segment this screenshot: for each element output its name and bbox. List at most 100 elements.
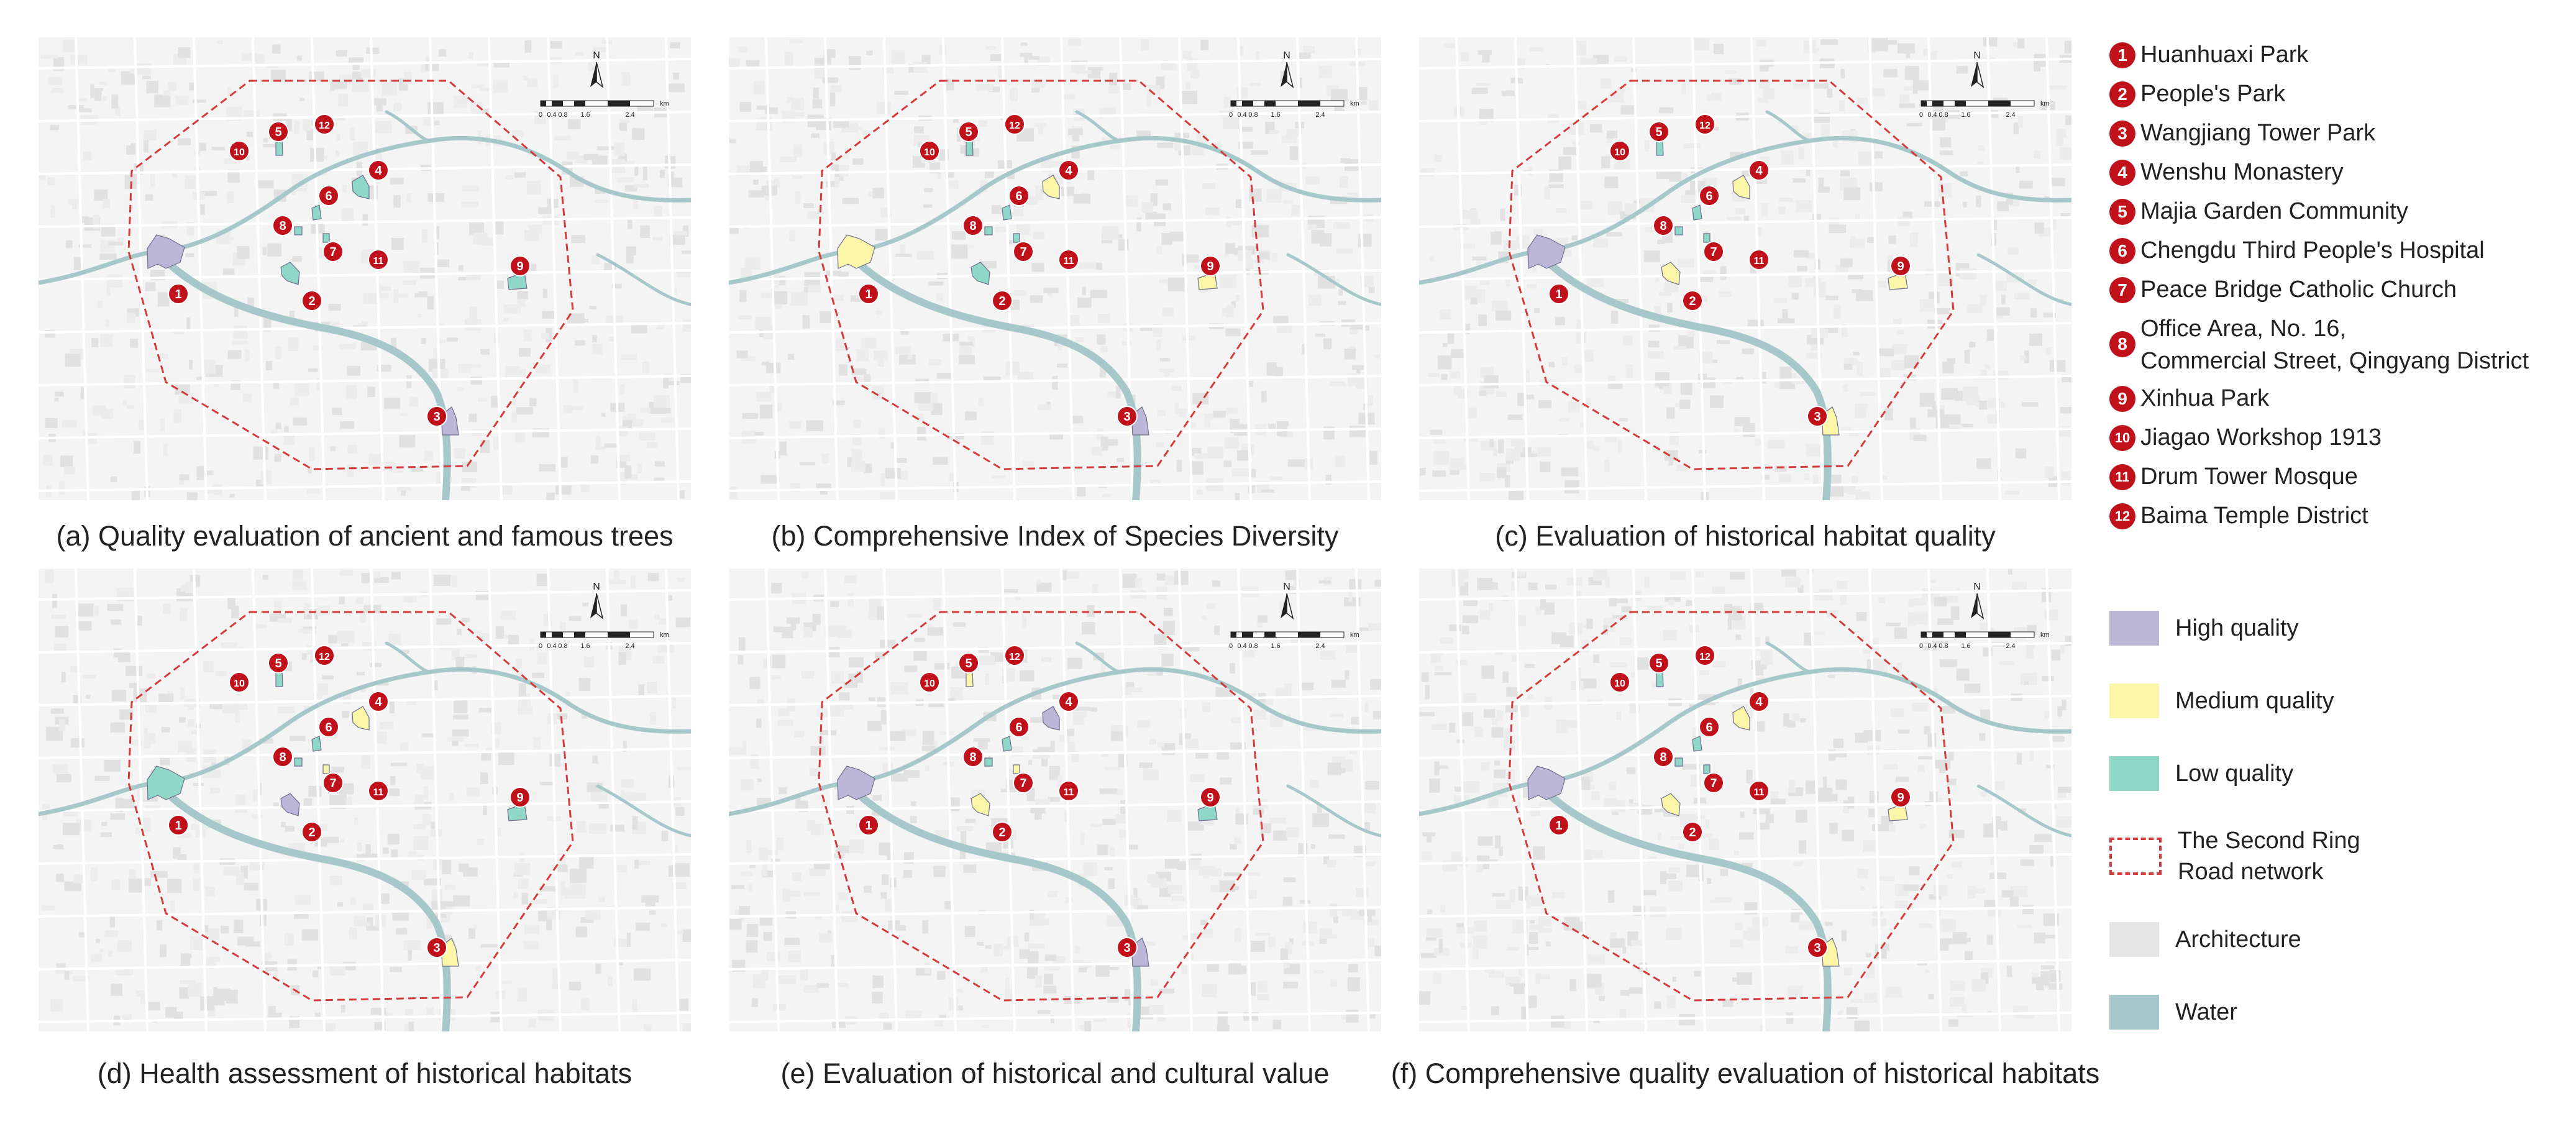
site-marker-5: 5 — [1648, 652, 1669, 674]
site-marker-6: 6 — [318, 185, 339, 206]
site-marker-number: 12 — [1009, 652, 1020, 662]
site-marker-number: 12 — [1699, 652, 1710, 662]
caption-a: (a) Quality evaluation of ancient and fa… — [56, 520, 674, 552]
legend-site-2: 2 People's Park — [2109, 78, 2529, 117]
caption-f: (f) Comprehensive quality evaluation of … — [1391, 1058, 2100, 1089]
site-marker-3: 3 — [1117, 406, 1138, 427]
site-marker-number: 7 — [1020, 777, 1026, 790]
legend-site-name: Baima Temple District — [2140, 503, 2368, 529]
site-polygons — [837, 670, 1218, 967]
site-marker-11: 11 — [1748, 249, 1770, 270]
site-marker-10: 10 — [1609, 140, 1630, 162]
site-marker-number: 4 — [1065, 695, 1072, 709]
legend-water: Water — [2109, 976, 2360, 1048]
scale-label: 0.8 — [1939, 642, 1948, 650]
site-marker-12: 12 — [314, 645, 335, 666]
site-marker-6: 6 — [1008, 716, 1030, 738]
site-marker-9: 9 — [509, 787, 531, 808]
marker-badge: 2 — [2109, 81, 2135, 107]
site-marker-number: 6 — [325, 190, 332, 203]
site-polygon-8 — [294, 757, 303, 767]
caption-d: (d) Health assessment of historical habi… — [97, 1058, 633, 1089]
site-marker-number: 1 — [175, 819, 181, 833]
site-marker-2: 2 — [992, 290, 1013, 311]
water-swatch — [2109, 994, 2159, 1030]
site-marker-7: 7 — [1703, 241, 1724, 262]
legend-road: The Second Ring Road network — [2109, 810, 2360, 903]
scale-unit: km — [2040, 631, 2050, 639]
legend-site-name: Huanhuaxi Park — [2140, 42, 2309, 68]
north-label: N — [593, 50, 600, 61]
site-marker-number: 3 — [1814, 941, 1820, 955]
site-marker-number: 5 — [275, 657, 281, 670]
scale-label: 0 — [539, 642, 542, 650]
site-marker-2: 2 — [301, 290, 322, 311]
site-marker-number: 7 — [329, 777, 336, 790]
site-marker-11: 11 — [1748, 780, 1770, 802]
legend-site-name-line2: Commercial Street, Qingyang District — [2140, 348, 2529, 374]
site-polygon-2 — [971, 262, 990, 285]
site-marker-number: 4 — [1755, 695, 1763, 709]
site-marker-5: 5 — [268, 121, 289, 142]
north-arrow: N — [590, 582, 604, 619]
site-marker-number: 8 — [969, 751, 976, 764]
site-polygon-6 — [311, 736, 322, 752]
scale-label: 0.4 — [1237, 642, 1246, 650]
site-marker-6: 6 — [318, 716, 339, 738]
site-marker-number: 10 — [234, 147, 245, 158]
scale-label: 0 — [1919, 111, 1923, 119]
site-marker-11: 11 — [368, 249, 389, 270]
legend-site-12: 12 Baima Temple District — [2109, 500, 2529, 539]
site-marker-3: 3 — [1117, 937, 1138, 958]
site-marker-12: 12 — [1694, 645, 1715, 666]
site-marker-number: 9 — [516, 791, 523, 805]
site-marker-number: 5 — [965, 657, 972, 670]
site-marker-12: 12 — [1694, 114, 1715, 135]
site-marker-1: 1 — [168, 815, 189, 836]
site-marker-3: 3 — [426, 937, 447, 958]
site-marker-4: 4 — [368, 160, 389, 181]
scale-bar: 0 0.4 0.8 1.6 2.4 km — [1229, 100, 1359, 119]
second-ring-road — [127, 80, 574, 470]
legend-site-4: 4 Wenshu Monastery — [2109, 156, 2529, 195]
site-marker-number: 5 — [1655, 657, 1662, 670]
legend-site-11: 11 Drum Tower Mosque — [2109, 460, 2529, 500]
scale-label: 0 — [539, 111, 542, 119]
site-marker-number: 7 — [1710, 777, 1717, 790]
site-marker-10: 10 — [229, 140, 250, 162]
site-marker-3: 3 — [1807, 937, 1828, 958]
north-label: N — [1973, 582, 1981, 592]
site-marker-2: 2 — [992, 821, 1013, 843]
street-lines — [39, 37, 691, 500]
legend-medium-label: Medium quality — [2175, 687, 2334, 714]
scale-bar: 0 0.4 0.8 1.6 2.4 km — [1229, 631, 1359, 650]
site-marker-11: 11 — [1058, 249, 1079, 270]
site-marker-number: 11 — [1064, 787, 1074, 798]
site-marker-number: 12 — [1699, 121, 1710, 131]
site-marker-9: 9 — [1890, 787, 1911, 808]
site-marker-number: 1 — [865, 819, 872, 833]
legend-architecture: Architecture — [2109, 903, 2360, 976]
legend-site-name: Jiagao Workshop 1913 — [2140, 424, 2382, 450]
scale-label: 0.8 — [1248, 642, 1258, 650]
site-marker-number: 7 — [1020, 245, 1026, 259]
site-marker-number: 3 — [1814, 410, 1820, 424]
site-marker-12: 12 — [1004, 645, 1025, 666]
second-ring-road — [818, 80, 1264, 470]
site-polygon-2 — [280, 793, 300, 816]
site-marker-1: 1 — [858, 815, 879, 836]
site-polygon-6 — [1692, 736, 1702, 752]
map-panel-a: 1 2 3 4 5 6 7 8 9 10 11 12 N 0 0.4 0.8 1.6 2.4 km — [39, 37, 691, 500]
site-legend: 1 Huanhuaxi Park 2 People's Park 3 Wangjian… — [2109, 39, 2529, 539]
marker-badge: 3 — [2109, 121, 2135, 147]
site-polygons — [147, 139, 528, 436]
site-marker-number: 12 — [1009, 121, 1020, 131]
scale-label: 0.8 — [558, 642, 567, 650]
legend-site-9: 9 Xinhua Park — [2109, 382, 2529, 421]
site-marker-8: 8 — [1653, 746, 1674, 767]
